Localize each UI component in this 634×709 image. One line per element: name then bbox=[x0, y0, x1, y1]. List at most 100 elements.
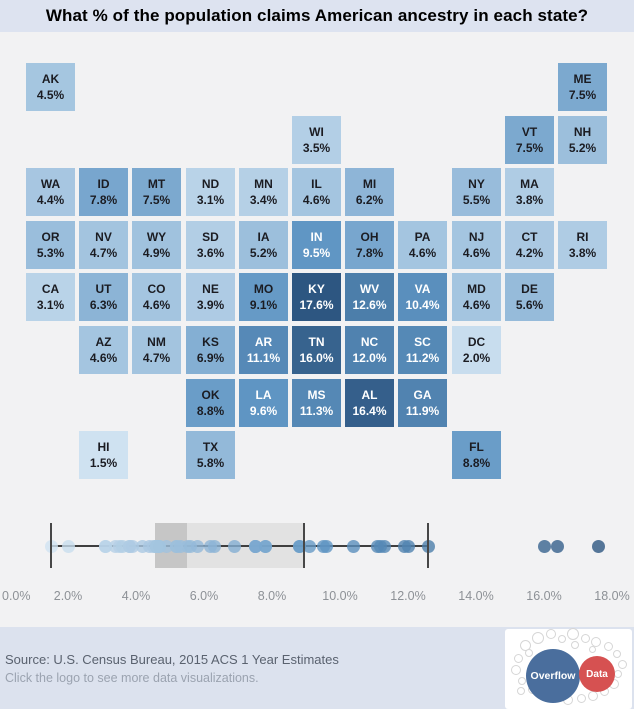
state-value: 3.1% bbox=[36, 298, 65, 312]
state-tile-nj[interactable]: NJ 4.6% bbox=[452, 221, 501, 269]
state-tile-va[interactable]: VA 10.4% bbox=[398, 273, 447, 321]
state-tile-tx[interactable]: TX 5.8% bbox=[186, 431, 235, 479]
boxplot-point-ne[interactable] bbox=[126, 539, 140, 553]
boxplot-point-al[interactable] bbox=[551, 539, 565, 553]
state-tile-mo[interactable]: MO 9.1% bbox=[239, 273, 288, 321]
state-tile-oh[interactable]: OH 7.8% bbox=[345, 221, 394, 269]
boxplot-point-ky[interactable] bbox=[591, 539, 605, 553]
state-tile-ri[interactable]: RI 3.8% bbox=[558, 221, 607, 269]
state-value: 3.8% bbox=[515, 193, 544, 207]
state-abbr: HI bbox=[97, 440, 110, 454]
boxplot-point-fl[interactable] bbox=[292, 539, 306, 553]
state-tile-ma[interactable]: MA 3.8% bbox=[505, 168, 554, 216]
state-abbr: MS bbox=[307, 388, 326, 402]
state-tile-ky[interactable]: KY 17.6% bbox=[292, 273, 341, 321]
boxplot-point-ms[interactable] bbox=[377, 539, 391, 553]
state-abbr: OH bbox=[360, 230, 379, 244]
state-tile-ut[interactable]: UT 6.3% bbox=[79, 273, 128, 321]
state-tile-de[interactable]: DE 5.6% bbox=[505, 273, 554, 321]
state-tile-wa[interactable]: WA 4.4% bbox=[26, 168, 75, 216]
state-tile-nm[interactable]: NM 4.7% bbox=[132, 326, 181, 374]
boxplot-point-ia[interactable] bbox=[170, 539, 184, 553]
boxplot-point-mt[interactable] bbox=[248, 539, 262, 553]
boxplot-whisker-high-cap bbox=[427, 523, 430, 568]
state-tile-pa[interactable]: PA 4.6% bbox=[398, 221, 447, 269]
state-tile-id[interactable]: ID 7.8% bbox=[79, 168, 128, 216]
axis-tick-label: 10.0% bbox=[322, 589, 358, 603]
state-value: 3.1% bbox=[196, 193, 225, 207]
state-tile-az[interactable]: AZ 4.6% bbox=[79, 326, 128, 374]
state-tile-sd[interactable]: SD 3.6% bbox=[186, 221, 235, 269]
boxplot-point-tx[interactable] bbox=[190, 539, 204, 553]
state-abbr: NE bbox=[202, 282, 219, 296]
state-tile-vt[interactable]: VT 7.5% bbox=[505, 116, 554, 164]
state-tile-nv[interactable]: NV 4.7% bbox=[79, 221, 128, 269]
state-tile-md[interactable]: MD 4.6% bbox=[452, 273, 501, 321]
boxplot-point-ut[interactable] bbox=[207, 539, 221, 553]
state-abbr: NH bbox=[573, 125, 592, 139]
boxplot-point-ks[interactable] bbox=[228, 539, 242, 553]
state-tile-mt[interactable]: MT 7.5% bbox=[132, 168, 181, 216]
state-tile-ms[interactable]: MS 11.3% bbox=[292, 379, 341, 427]
state-value: 5.8% bbox=[196, 456, 225, 470]
axis-tick-label: 2.0% bbox=[53, 589, 83, 603]
state-abbr: OR bbox=[41, 230, 60, 244]
state-value: 1.5% bbox=[89, 456, 118, 470]
state-tile-la[interactable]: LA 9.6% bbox=[239, 379, 288, 427]
state-tile-wy[interactable]: WY 4.9% bbox=[132, 221, 181, 269]
state-tile-nd[interactable]: ND 3.1% bbox=[186, 168, 235, 216]
state-tile-ca[interactable]: CA 3.1% bbox=[26, 273, 75, 321]
state-tile-me[interactable]: ME 7.5% bbox=[558, 63, 607, 111]
state-tile-sc[interactable]: SC 11.2% bbox=[398, 326, 447, 374]
overflow-data-logo[interactable]: Overflow Data bbox=[505, 628, 632, 709]
state-tile-ct[interactable]: CT 4.2% bbox=[505, 221, 554, 269]
boxplot-point-oh[interactable] bbox=[258, 539, 272, 553]
boxplot-point-mo[interactable] bbox=[302, 539, 316, 553]
state-tile-ar[interactable]: AR 11.1% bbox=[239, 326, 288, 374]
state-abbr: CT bbox=[521, 230, 538, 244]
boxplot-point-nm[interactable] bbox=[153, 539, 167, 553]
state-tile-il[interactable]: IL 4.6% bbox=[292, 168, 341, 216]
state-value: 17.6% bbox=[299, 298, 334, 312]
logo-bubble bbox=[576, 693, 586, 703]
boxplot-point-va[interactable] bbox=[347, 539, 361, 553]
state-value: 3.4% bbox=[249, 193, 278, 207]
boxplot-point-dc[interactable] bbox=[61, 539, 75, 553]
state-tile-fl[interactable]: FL 8.8% bbox=[452, 431, 501, 479]
state-tile-hi[interactable]: HI 1.5% bbox=[79, 431, 128, 479]
state-tile-al[interactable]: AL 16.4% bbox=[345, 379, 394, 427]
state-abbr: TX bbox=[202, 440, 219, 454]
state-tile-nh[interactable]: NH 5.2% bbox=[558, 116, 607, 164]
state-tile-ia[interactable]: IA 5.2% bbox=[239, 221, 288, 269]
state-tile-or[interactable]: OR 5.3% bbox=[26, 221, 75, 269]
state-value: 7.5% bbox=[568, 88, 597, 102]
state-tile-mn[interactable]: MN 3.4% bbox=[239, 168, 288, 216]
state-tile-ok[interactable]: OK 8.8% bbox=[186, 379, 235, 427]
state-tile-wi[interactable]: WI 3.5% bbox=[292, 116, 341, 164]
state-tile-co[interactable]: CO 4.6% bbox=[132, 273, 181, 321]
state-tile-ak[interactable]: AK 4.5% bbox=[26, 63, 75, 111]
state-tile-mi[interactable]: MI 6.2% bbox=[345, 168, 394, 216]
state-value: 16.0% bbox=[299, 351, 334, 365]
state-tile-ny[interactable]: NY 5.5% bbox=[452, 168, 501, 216]
state-tile-nc[interactable]: NC 12.0% bbox=[345, 326, 394, 374]
boxplot-point-ct[interactable] bbox=[136, 539, 150, 553]
state-tile-ne[interactable]: NE 3.9% bbox=[186, 273, 235, 321]
state-tile-ga[interactable]: GA 11.9% bbox=[398, 379, 447, 427]
state-tile-tn[interactable]: TN 16.0% bbox=[292, 326, 341, 374]
logo-bubble bbox=[546, 629, 556, 639]
logo-bubble bbox=[588, 645, 596, 653]
boxplot-point-ga[interactable] bbox=[398, 539, 412, 553]
state-value: 8.8% bbox=[196, 404, 225, 418]
state-tile-ks[interactable]: KS 6.9% bbox=[186, 326, 235, 374]
boxplot-point-ca[interactable] bbox=[98, 539, 112, 553]
footer: Source: U.S. Census Bureau, 2015 ACS 1 Y… bbox=[0, 627, 634, 709]
state-abbr: ME bbox=[573, 72, 592, 86]
state-tile-in[interactable]: IN 9.5% bbox=[292, 221, 341, 269]
boxplot-point-la[interactable] bbox=[319, 539, 333, 553]
boxplot-point-tn[interactable] bbox=[537, 539, 551, 553]
state-value: 7.8% bbox=[89, 193, 118, 207]
state-tile-wv[interactable]: WV 12.6% bbox=[345, 273, 394, 321]
state-tile-dc[interactable]: DC 2.0% bbox=[452, 326, 501, 374]
